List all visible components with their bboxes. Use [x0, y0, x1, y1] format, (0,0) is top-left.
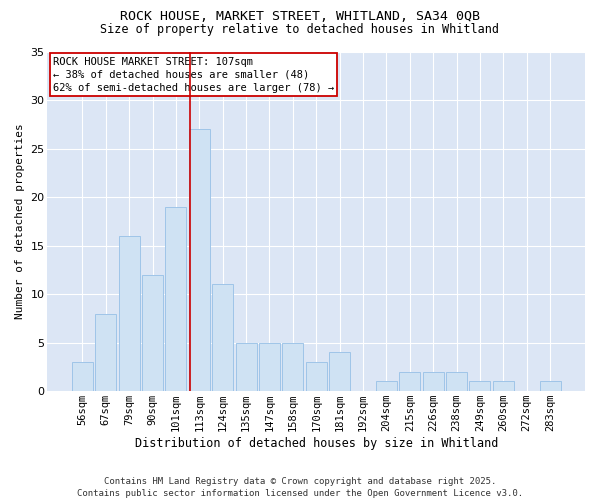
Bar	[72, 362, 93, 391]
Bar	[212, 284, 233, 391]
Y-axis label: Number of detached properties: Number of detached properties	[15, 124, 25, 319]
Bar	[119, 236, 140, 391]
Bar	[329, 352, 350, 391]
Bar	[283, 342, 304, 391]
Text: Size of property relative to detached houses in Whitland: Size of property relative to detached ho…	[101, 22, 499, 36]
Bar	[399, 372, 420, 391]
Bar	[469, 382, 490, 391]
X-axis label: Distribution of detached houses by size in Whitland: Distribution of detached houses by size …	[134, 437, 498, 450]
Text: ROCK HOUSE MARKET STREET: 107sqm
← 38% of detached houses are smaller (48)
62% o: ROCK HOUSE MARKET STREET: 107sqm ← 38% o…	[53, 56, 334, 93]
Text: ROCK HOUSE, MARKET STREET, WHITLAND, SA34 0QB: ROCK HOUSE, MARKET STREET, WHITLAND, SA3…	[120, 10, 480, 23]
Bar	[236, 342, 257, 391]
Bar	[446, 372, 467, 391]
Bar	[422, 372, 443, 391]
Text: Contains HM Land Registry data © Crown copyright and database right 2025.
Contai: Contains HM Land Registry data © Crown c…	[77, 476, 523, 498]
Bar	[493, 382, 514, 391]
Bar	[189, 129, 210, 391]
Bar	[259, 342, 280, 391]
Bar	[539, 382, 560, 391]
Bar	[306, 362, 327, 391]
Bar	[166, 207, 187, 391]
Bar	[142, 274, 163, 391]
Bar	[376, 382, 397, 391]
Bar	[95, 314, 116, 391]
